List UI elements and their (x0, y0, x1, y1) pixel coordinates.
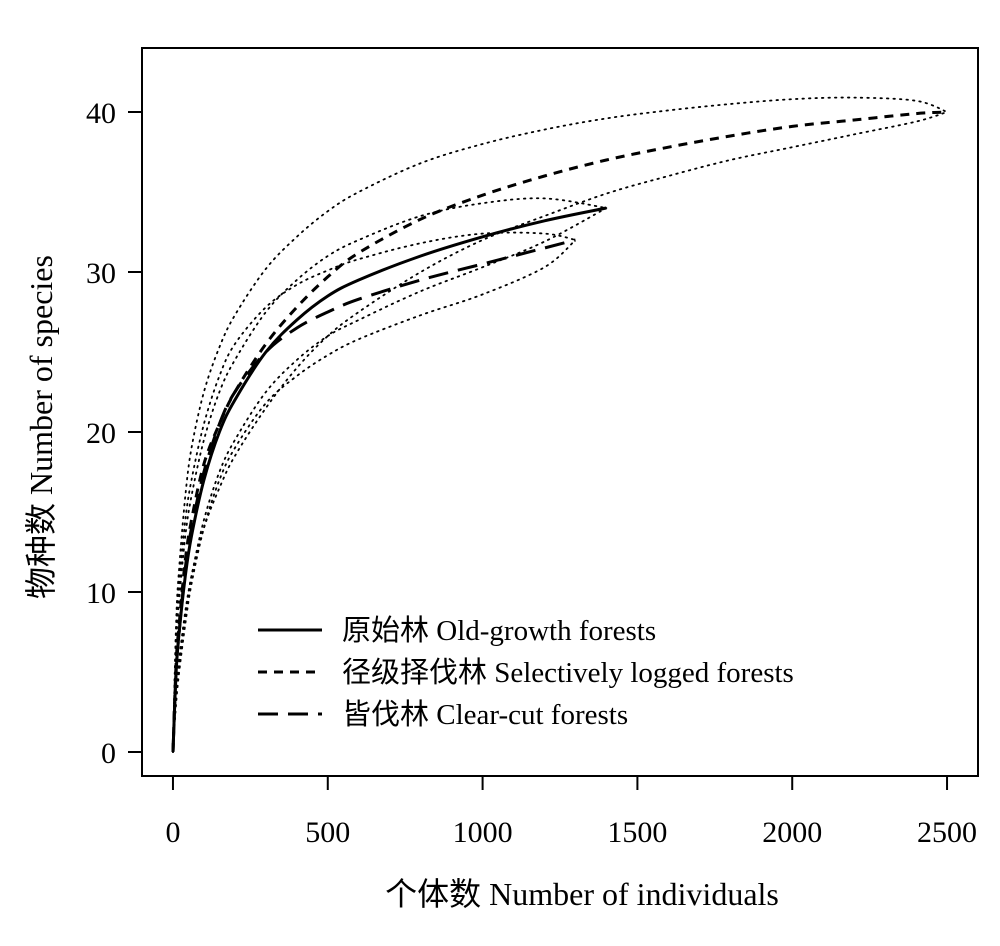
legend: 原始林 Old-growth forests 径级择伐林 Selectively … (258, 614, 794, 731)
series-line-1 (171, 110, 948, 753)
ci-upper-0 (172, 197, 608, 753)
x-tick-label: 2000 (762, 816, 822, 849)
y-axis-title: 物种数 Number of species (23, 255, 59, 599)
x-tick-label: 0 (165, 816, 180, 849)
ci-upper-2 (172, 231, 577, 753)
series-line-2 (171, 238, 576, 753)
confidence-intervals (172, 96, 948, 753)
x-tick-label: 1000 (453, 816, 513, 849)
y-tick-label: 40 (86, 97, 116, 130)
legend-label-2: 皆伐林 Clear-cut forests (342, 698, 628, 731)
y-axis: 0 10 20 30 40 (86, 97, 143, 770)
x-tick-label: 500 (305, 816, 350, 849)
y-tick-label: 10 (86, 577, 116, 610)
legend-label-1: 径级择伐林 Selectively logged forests (342, 656, 794, 689)
x-tick-label: 1500 (607, 816, 667, 849)
ci-upper-1 (172, 96, 948, 753)
y-tick-label: 0 (101, 737, 116, 770)
y-tick-label: 20 (86, 417, 116, 450)
ci-lower-2 (172, 239, 577, 753)
x-tick-label: 2500 (917, 816, 977, 849)
series-lines (171, 110, 948, 753)
x-axis: 0 500 1000 1500 2000 2500 (165, 775, 977, 849)
ci-lower-1 (172, 111, 948, 753)
y-tick-label: 30 (86, 257, 116, 290)
x-axis-title: 个体数 Number of individuals (385, 876, 779, 912)
ci-lower-0 (172, 207, 608, 753)
legend-label-0: 原始林 Old-growth forests (342, 614, 656, 647)
